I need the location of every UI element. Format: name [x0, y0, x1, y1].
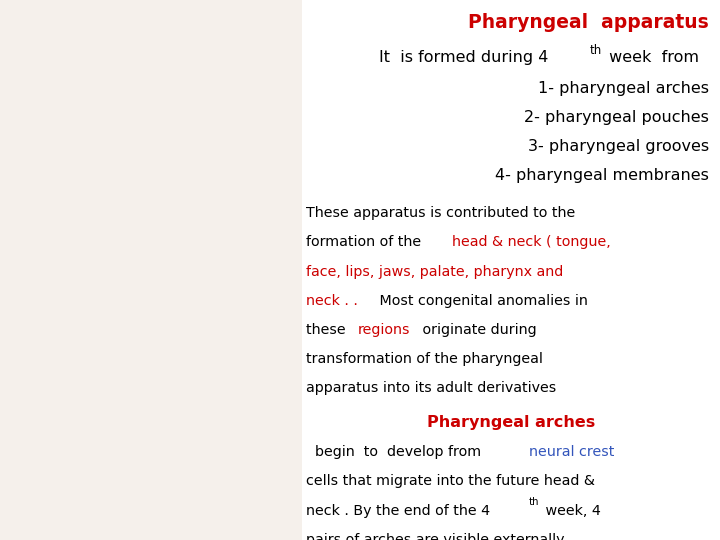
Text: transformation of the pharyngeal: transformation of the pharyngeal: [306, 352, 543, 366]
Text: 4- pharyngeal membranes: 4- pharyngeal membranes: [495, 168, 709, 183]
Text: 2- pharyngeal pouches: 2- pharyngeal pouches: [524, 110, 709, 125]
Text: head & neck ( tongue,: head & neck ( tongue,: [452, 235, 611, 249]
Text: Pharyngeal  apparatus: Pharyngeal apparatus: [469, 14, 709, 32]
Text: It  is formed during 4: It is formed during 4: [379, 50, 548, 65]
Text: week, 4: week, 4: [541, 504, 601, 518]
Text: th: th: [590, 44, 602, 57]
Text: these: these: [306, 323, 350, 337]
Text: Pharyngeal arches: Pharyngeal arches: [427, 415, 595, 430]
Text: formation of the: formation of the: [306, 235, 426, 249]
Text: These apparatus is contributed to the: These apparatus is contributed to the: [306, 206, 575, 220]
Text: begin  to  develop from: begin to develop from: [306, 446, 485, 460]
Text: 1- pharyngeal arches: 1- pharyngeal arches: [539, 81, 709, 96]
Text: neural crest: neural crest: [529, 446, 615, 460]
Text: originate during: originate during: [418, 323, 536, 337]
Text: cells that migrate into the future head &: cells that migrate into the future head …: [306, 475, 595, 489]
Text: Most congenital anomalies in: Most congenital anomalies in: [374, 294, 588, 308]
Text: pairs of arches are visible externally.: pairs of arches are visible externally.: [306, 533, 567, 540]
Text: week  from: week from: [604, 50, 699, 65]
Text: face, lips, jaws, palate, pharynx and: face, lips, jaws, palate, pharynx and: [306, 265, 563, 279]
Bar: [0, 0, 302, 540]
Text: apparatus into its adult derivatives: apparatus into its adult derivatives: [306, 381, 557, 395]
Text: th: th: [529, 497, 540, 507]
Text: neck . By the end of the 4: neck . By the end of the 4: [306, 504, 490, 518]
Text: 3- pharyngeal grooves: 3- pharyngeal grooves: [528, 139, 709, 154]
Text: neck . .: neck . .: [306, 294, 358, 308]
Text: regions: regions: [358, 323, 410, 337]
